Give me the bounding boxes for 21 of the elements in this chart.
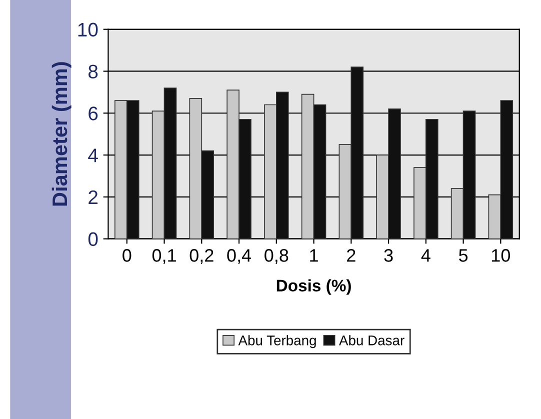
x-tick-label: 1 — [310, 249, 318, 262]
y-tick-label: 10 — [78, 22, 98, 37]
y-tick-label: 8 — [88, 64, 98, 78]
y-tick-label: 6 — [88, 106, 98, 120]
x-tick-label: 2 — [347, 249, 356, 262]
x-tick-label: 0,8 — [264, 249, 288, 264]
x-tick-label: 3 — [384, 249, 393, 262]
legend-label: Abu Terbang — [238, 335, 316, 348]
x-tick-label: 4 — [421, 249, 430, 262]
y-tick-label: 2 — [88, 190, 98, 204]
legend-label: Abu Dasar — [339, 335, 404, 346]
y-tick-label: 4 — [88, 148, 98, 162]
y-axis-title: Diameter (mm) — [52, 62, 72, 206]
x-tick-label: 0,1 — [152, 249, 176, 264]
x-axis-title: Dosis (%) — [276, 279, 351, 295]
x-tick-label: 10 — [492, 249, 510, 262]
x-tick-label: 0 — [122, 249, 132, 262]
x-tick-label: 0,4 — [227, 249, 252, 264]
y-tick-label: 0 — [88, 232, 98, 246]
x-tick-label: 5 — [458, 249, 468, 262]
x-tick-label: 0,2 — [190, 249, 214, 264]
